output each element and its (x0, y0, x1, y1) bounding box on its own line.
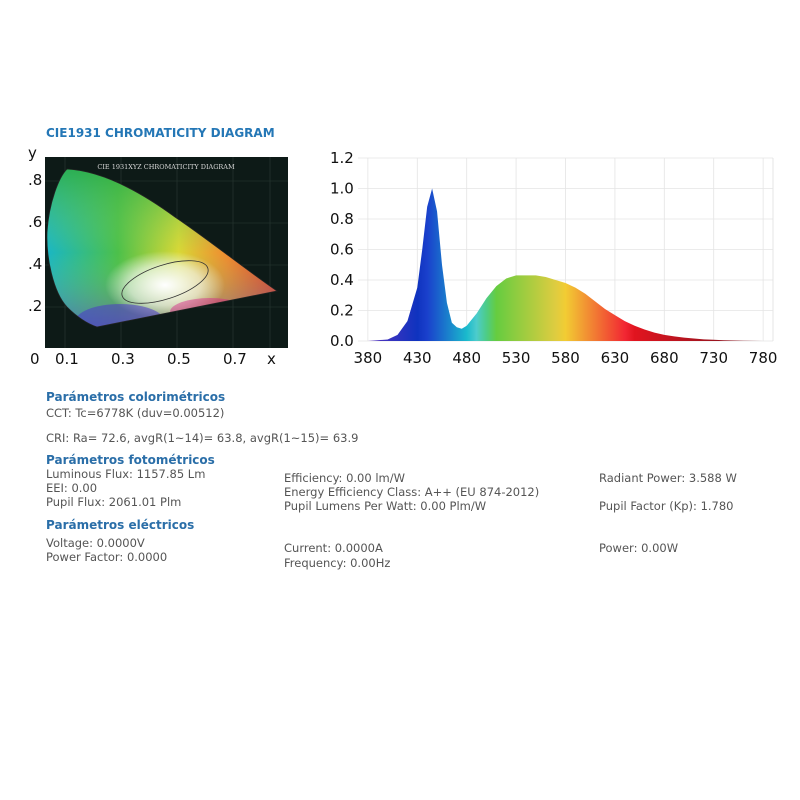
cie-x-tick: 0.3 (111, 350, 135, 368)
cie-x-tick: 0.7 (223, 350, 247, 368)
spectrum-y-tick: 0.6 (330, 241, 354, 259)
cie-y-tick: .8 (28, 171, 43, 189)
cie-y-tick: .6 (28, 213, 43, 231)
electrical-heading: Parámetros eléctricos (46, 518, 195, 532)
cie-x-tick: 0.1 (55, 350, 79, 368)
cie-x-tick: 0 (30, 350, 40, 368)
photometric-heading: Parámetros fotométricos (46, 453, 215, 467)
frequency-value: Frequency: 0.00Hz (284, 556, 391, 570)
spectrum-y-tick: 0.8 (330, 210, 354, 228)
spectrum-y-tick: 1.2 (330, 150, 354, 167)
spectrum-x-tick: 630 (601, 349, 630, 367)
power-factor-value: Power Factor: 0.0000 (46, 550, 168, 564)
spectrum-y-tick: 1.0 (330, 180, 354, 198)
cie-y-tick: .2 (28, 297, 43, 315)
spectrum-x-tick: 530 (502, 349, 531, 367)
spectrum-chart: 380 430 480 530 580 630 680 730 780 0.0 0.2 0.4 0.6 0… (330, 150, 778, 367)
eei-value: EEI: 0.00 (46, 481, 98, 495)
cie-chromaticity-diagram: CIE 1931XYZ CHROMATICITY DIAGRAM (45, 157, 288, 348)
power-value: Power: 0.00W (599, 541, 679, 555)
spectrum-x-tick: 480 (452, 349, 481, 367)
spectrum-x-tick: 380 (354, 349, 383, 367)
cie-inner-title: CIE 1931XYZ CHROMATICITY DIAGRAM (97, 163, 235, 171)
pupil-flux-value: Pupil Flux: 2061.01 Plm (46, 495, 182, 509)
spectrum-y-tick: 0.0 (330, 332, 354, 350)
luminous-flux-value: Luminous Flux: 1157.85 Lm (46, 467, 206, 481)
pupil-factor-value: Pupil Factor (Kp): 1.780 (599, 499, 734, 513)
spectrum-x-tick: 730 (699, 349, 728, 367)
cct-value: CCT: Tc=6778K (duv=0.00512) (46, 406, 225, 420)
spectrum-x-tick: 680 (650, 349, 679, 367)
planckian-region (121, 260, 209, 304)
cri-value: CRI: Ra= 72.6, avgR(1~14)= 63.8, avgR(1~… (46, 431, 359, 445)
spectrum-area (367, 188, 764, 341)
spectrum-y-tick: 0.4 (330, 271, 354, 289)
spectrum-y-tick: 0.2 (330, 302, 354, 320)
current-value: Current: 0.0000A (284, 541, 383, 555)
cie-locus-outline (46, 168, 279, 328)
colorimetric-heading: Parámetros colorimétricos (46, 390, 226, 404)
cie-x-axis-label: x (267, 350, 276, 368)
efficiency-value: Efficiency: 0.00 lm/W (284, 471, 405, 485)
cie-diagram-title: CIE1931 CHROMATICITY DIAGRAM (46, 126, 275, 140)
voltage-value: Voltage: 0.0000V (46, 536, 145, 550)
spectrum-x-tick: 430 (403, 349, 432, 367)
cie-y-axis-label: y (28, 144, 37, 162)
energy-class-value: Energy Efficiency Class: A++ (EU 874-201… (284, 485, 540, 499)
cie-x-tick: 0.5 (167, 350, 191, 368)
radiant-power-value: Radiant Power: 3.588 W (599, 471, 737, 485)
spectrum-x-tick: 780 (749, 349, 778, 367)
pupil-lumens-value: Pupil Lumens Per Watt: 0.00 Plm/W (284, 499, 487, 513)
cie-y-tick: .4 (28, 255, 43, 273)
spectrum-x-tick: 580 (551, 349, 580, 367)
